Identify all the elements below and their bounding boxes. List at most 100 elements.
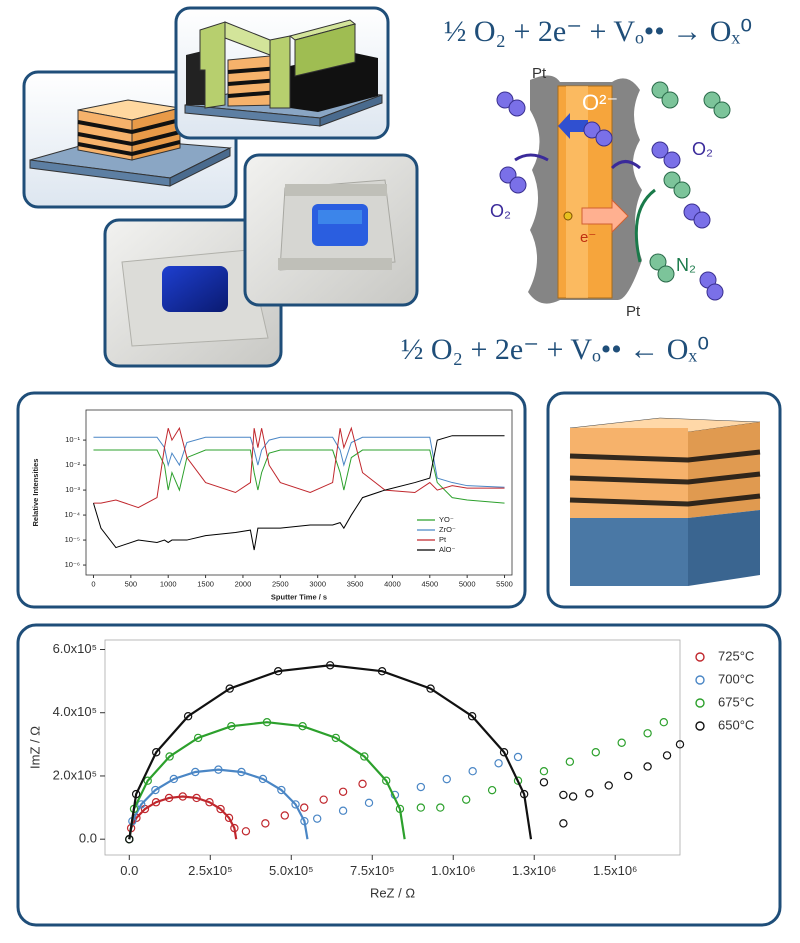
data-point — [539, 767, 549, 776]
data-point — [125, 834, 134, 844]
data-point — [377, 667, 387, 676]
legend-label: 725°C — [718, 648, 754, 663]
data-point — [395, 804, 405, 814]
y-axis-label: ImZ / Ω — [27, 726, 42, 769]
legend-label: 650°C — [718, 717, 754, 732]
data-point — [461, 795, 471, 804]
x-tick-label: 1.0x10⁶ — [431, 863, 475, 878]
fit-line — [128, 664, 533, 840]
data-point — [585, 789, 594, 798]
data-point — [164, 793, 174, 803]
y-tick-label: 4.0x10⁵ — [53, 704, 97, 719]
photo-sample — [103, 218, 283, 368]
data-point — [280, 811, 289, 820]
y-tick-label: 10⁻⁶ — [65, 560, 80, 569]
legend-marker — [695, 721, 705, 731]
data-point — [494, 759, 503, 768]
data-point — [338, 787, 348, 796]
schematic-label: O²⁻ — [582, 90, 618, 115]
data-point — [416, 803, 426, 812]
x-axis-label: Sputter Time / s — [271, 592, 327, 601]
data-point — [382, 776, 391, 785]
data-point — [513, 776, 523, 785]
x-tick-label: 5.0x10⁵ — [269, 863, 313, 878]
data-point — [143, 776, 152, 785]
y-tick-label: 10⁻¹ — [65, 435, 80, 444]
x-tick-label: 1500 — [197, 580, 214, 589]
photo-sample — [243, 153, 419, 307]
data-point — [559, 790, 568, 800]
data-point — [178, 792, 187, 801]
x-tick-label: 5500 — [496, 580, 513, 589]
data-point — [214, 765, 223, 774]
data-point — [230, 823, 239, 833]
schematic-label: N₂ — [676, 255, 696, 275]
legend-label: 700°C — [718, 671, 754, 686]
data-point — [338, 806, 348, 815]
x-tick-label: 2500 — [272, 580, 289, 589]
data-point — [237, 767, 246, 777]
data-point — [131, 789, 141, 799]
data-point — [659, 718, 669, 727]
data-point — [241, 827, 251, 836]
schematic-label: Pt — [532, 65, 547, 82]
fit-line — [128, 768, 309, 840]
fit-line — [128, 721, 406, 840]
schematic-label: O₂ — [692, 139, 713, 159]
x-tick-label: 2.5x10⁵ — [188, 863, 232, 878]
data-point — [487, 785, 497, 795]
x-tick-label: 0 — [91, 580, 95, 589]
data-point — [291, 800, 300, 809]
y-tick-label: 6.0x10⁵ — [53, 641, 97, 656]
schematic-label: e⁻ — [580, 229, 596, 246]
data-point — [216, 804, 225, 814]
schematic: Pt O²⁻ O₂ O₂ e⁻ N₂ Pt — [490, 65, 731, 320]
series-line — [93, 426, 505, 509]
x-tick-label: 5000 — [459, 580, 476, 589]
data-point — [277, 785, 286, 795]
equation: ½ O₂ + 2e⁻ + Vₒ•• ← Oₓ⁰ — [401, 333, 709, 366]
y-tick-label: 10⁻³ — [65, 485, 80, 494]
legend-label: AlO⁻ — [439, 545, 456, 554]
x-tick-label: 4000 — [384, 580, 401, 589]
x-tick-label: 7.5x10⁵ — [350, 863, 394, 878]
legend-marker — [695, 698, 705, 708]
chart-panel — [16, 623, 782, 927]
data-point — [312, 814, 322, 823]
data-point — [436, 803, 445, 812]
data-point — [225, 684, 234, 693]
equation: ½ O₂ + 2e⁻ + Vₒ•• → Oₓ⁰ — [444, 15, 752, 48]
data-point — [604, 781, 613, 790]
legend-label: 675°C — [718, 694, 754, 709]
y-tick-label: 10⁻⁴ — [64, 510, 80, 519]
data-point — [591, 748, 600, 757]
cube-illustration — [569, 417, 761, 586]
data-point — [539, 778, 549, 787]
data-point — [224, 813, 234, 823]
data-point — [192, 793, 201, 803]
data-point — [467, 712, 477, 721]
data-point — [151, 798, 161, 807]
y-tick-label: 0.0 — [79, 831, 97, 846]
data-point — [358, 779, 367, 789]
x-tick-label: 1.3x10⁶ — [512, 863, 556, 878]
data-point — [468, 767, 477, 776]
schematic-label: O₂ — [490, 201, 511, 221]
y-axis-label: Relative Intensities — [31, 459, 40, 527]
legend-marker — [695, 675, 705, 685]
data-point — [662, 751, 672, 760]
data-point — [165, 752, 174, 761]
legend-label: Pt — [439, 535, 447, 544]
y-tick-label: 2.0x10⁵ — [53, 767, 97, 782]
x-tick-label: 2000 — [235, 580, 252, 589]
data-point — [151, 785, 160, 795]
data-point — [262, 718, 272, 727]
schematic-label: Pt — [626, 303, 641, 320]
legend-label: ZrO⁻ — [439, 525, 456, 534]
data-point — [300, 816, 309, 826]
data-point — [331, 733, 341, 743]
sims-chart: 0 500 1000 1500 2000 2500 3000 3500 4000 4500 5000… — [31, 409, 513, 601]
x-tick-label: 1.5x10⁶ — [593, 863, 637, 878]
y-tick-label: 10⁻⁵ — [65, 535, 80, 544]
